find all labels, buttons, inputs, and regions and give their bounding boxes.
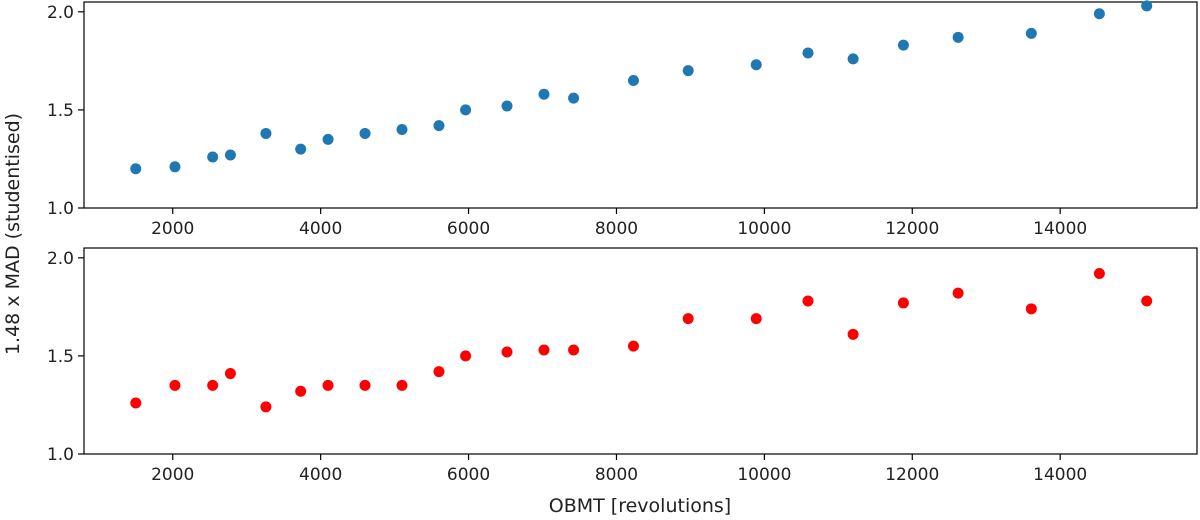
- data-point: [952, 31, 964, 43]
- data-point: [224, 149, 236, 161]
- data-point: [501, 100, 513, 112]
- data-point: [802, 295, 814, 307]
- data-point: [897, 39, 909, 51]
- plot-frame: [83, 1, 1198, 209]
- data-point: [260, 401, 272, 413]
- data-point: [1025, 27, 1037, 39]
- data-point: [130, 163, 142, 175]
- data-point: [433, 366, 445, 378]
- data-point: [169, 161, 181, 173]
- data-point: [750, 59, 762, 71]
- data-point: [1141, 0, 1153, 12]
- data-point: [538, 344, 550, 356]
- data-point: [207, 151, 219, 163]
- x-tick-label: 12000: [885, 219, 939, 239]
- data-point: [359, 379, 371, 391]
- y-axis-label: 1.48 x MAD (studentised): [2, 113, 24, 355]
- data-point: [627, 74, 639, 86]
- data-point: [1141, 295, 1153, 307]
- x-tick-label: 12000: [885, 465, 939, 485]
- data-point: [1025, 303, 1037, 315]
- data-point: [750, 313, 762, 325]
- data-point: [295, 385, 307, 397]
- data-point: [802, 47, 814, 59]
- bottom-panel: 1.0 1.5 2.0 2000 4000 6000 8000 10000 12000 14000: [47, 247, 1198, 485]
- data-point: [897, 297, 909, 309]
- data-point: [322, 133, 334, 145]
- data-point: [627, 340, 639, 352]
- data-point: [1093, 268, 1105, 280]
- x-tick-label: 10000: [737, 219, 791, 239]
- data-point: [130, 397, 142, 409]
- x-tick-label: 6000: [447, 465, 490, 485]
- data-point: [538, 88, 550, 100]
- x-tick-label: 8000: [595, 465, 638, 485]
- x-tick-label: 6000: [447, 219, 490, 239]
- y-tick-label: 1.5: [47, 101, 74, 121]
- data-point: [1093, 8, 1105, 20]
- data-point: [260, 127, 272, 139]
- y-tick-label: 1.5: [47, 347, 74, 367]
- data-point: [169, 379, 181, 391]
- x-tick-label: 2000: [151, 465, 194, 485]
- x-tick-label: 14000: [1033, 465, 1087, 485]
- y-tick-label: 2.0: [47, 3, 74, 23]
- data-point: [847, 328, 859, 340]
- data-point: [396, 379, 408, 391]
- data-point: [568, 344, 580, 356]
- x-tick-label: 4000: [299, 219, 342, 239]
- data-point: [460, 104, 472, 116]
- data-point: [460, 350, 472, 362]
- top-panel: 1.0 1.5 2.0 2000 4000 6000 8000 10000 12000 14000: [47, 0, 1198, 239]
- data-point: [359, 127, 371, 139]
- y-tick-label: 2.0: [47, 249, 74, 269]
- data-point: [682, 65, 694, 77]
- data-point: [295, 143, 307, 155]
- data-point: [501, 346, 513, 358]
- data-point: [847, 53, 859, 65]
- data-point: [682, 313, 694, 325]
- data-point: [322, 379, 334, 391]
- data-point: [224, 368, 236, 380]
- x-tick-label: 10000: [737, 465, 791, 485]
- data-point: [568, 92, 580, 104]
- x-tick-label: 14000: [1033, 219, 1087, 239]
- plot-frame: [83, 247, 1198, 455]
- data-point: [952, 287, 964, 299]
- x-tick-label: 2000: [151, 219, 194, 239]
- x-axis-label: OBMT [revolutions]: [549, 495, 731, 517]
- data-point: [207, 379, 219, 391]
- data-point: [433, 120, 445, 132]
- x-tick-label: 8000: [595, 219, 638, 239]
- y-tick-label: 1.0: [47, 445, 74, 465]
- x-tick-label: 4000: [299, 465, 342, 485]
- data-point: [396, 124, 408, 136]
- y-tick-label: 1.0: [47, 199, 74, 219]
